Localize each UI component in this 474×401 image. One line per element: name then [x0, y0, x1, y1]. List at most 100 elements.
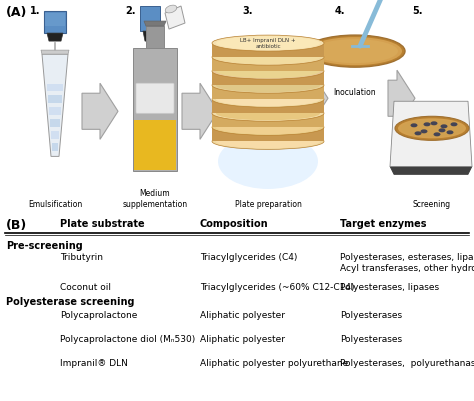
Polygon shape	[212, 71, 324, 85]
Text: 3.: 3.	[242, 6, 253, 16]
Text: Triacylglycerides (C4): Triacylglycerides (C4)	[200, 253, 297, 261]
Ellipse shape	[438, 128, 446, 132]
Ellipse shape	[212, 91, 324, 107]
Text: 5.: 5.	[412, 6, 422, 16]
Text: Aliphatic polyester: Aliphatic polyester	[200, 335, 285, 344]
Ellipse shape	[212, 133, 324, 149]
Ellipse shape	[216, 64, 320, 78]
Ellipse shape	[312, 39, 398, 63]
Text: Emulsification: Emulsification	[28, 200, 82, 209]
Polygon shape	[212, 43, 324, 57]
Ellipse shape	[212, 63, 324, 79]
Text: 2.: 2.	[125, 6, 136, 16]
Polygon shape	[44, 11, 66, 33]
Polygon shape	[42, 54, 68, 156]
Ellipse shape	[212, 77, 324, 93]
Ellipse shape	[165, 5, 177, 13]
Ellipse shape	[398, 118, 466, 138]
Text: Polyesterases: Polyesterases	[340, 311, 402, 320]
Text: Aliphatic polyester polyurethane: Aliphatic polyester polyurethane	[200, 359, 348, 368]
Text: Polyesterase screening: Polyesterase screening	[6, 297, 135, 307]
Text: Polyesterases: Polyesterases	[340, 335, 402, 344]
Polygon shape	[212, 113, 324, 128]
Polygon shape	[298, 70, 328, 126]
Ellipse shape	[401, 120, 463, 137]
Polygon shape	[48, 95, 62, 103]
Polygon shape	[298, 76, 310, 88]
Polygon shape	[52, 144, 58, 152]
Ellipse shape	[216, 106, 320, 120]
Polygon shape	[47, 84, 63, 91]
Text: (B): (B)	[6, 219, 27, 231]
Polygon shape	[146, 26, 164, 48]
Text: Polycaprolactone: Polycaprolactone	[60, 311, 137, 320]
Polygon shape	[390, 166, 472, 174]
Text: Screening: Screening	[413, 200, 451, 209]
Text: LB+ Impranil DLN +
antibiotic: LB+ Impranil DLN + antibiotic	[240, 38, 296, 49]
Text: Inoculation: Inoculation	[334, 88, 376, 97]
Ellipse shape	[395, 116, 469, 140]
Text: Plate preparation: Plate preparation	[235, 200, 301, 209]
Polygon shape	[133, 48, 177, 172]
Polygon shape	[212, 85, 324, 99]
Ellipse shape	[216, 78, 320, 92]
Ellipse shape	[216, 120, 320, 134]
Polygon shape	[212, 57, 324, 71]
Ellipse shape	[450, 122, 457, 126]
Text: Target enzymes: Target enzymes	[340, 219, 427, 229]
Text: Coconut oil: Coconut oil	[60, 283, 111, 292]
Text: Medium
supplementation: Medium supplementation	[122, 189, 188, 209]
Polygon shape	[165, 6, 185, 29]
Ellipse shape	[430, 121, 438, 125]
Polygon shape	[143, 31, 157, 41]
Text: Polyesterases, lipases: Polyesterases, lipases	[340, 283, 439, 292]
Polygon shape	[45, 13, 65, 26]
Text: Triacylglycerides (~60% C12-C14): Triacylglycerides (~60% C12-C14)	[200, 283, 355, 292]
Ellipse shape	[212, 49, 324, 65]
Ellipse shape	[212, 105, 324, 121]
Ellipse shape	[423, 122, 430, 126]
Ellipse shape	[447, 130, 454, 134]
Ellipse shape	[414, 132, 421, 135]
Polygon shape	[212, 99, 324, 113]
Text: Tributyrin: Tributyrin	[60, 253, 103, 261]
Text: Aliphatic polyester: Aliphatic polyester	[200, 311, 285, 320]
Ellipse shape	[420, 129, 428, 133]
Text: Plate substrate: Plate substrate	[60, 219, 145, 229]
Text: 1.: 1.	[30, 6, 40, 16]
Text: Impranil® DLN: Impranil® DLN	[60, 359, 128, 368]
Polygon shape	[50, 119, 60, 128]
Polygon shape	[82, 83, 118, 139]
Polygon shape	[390, 101, 472, 166]
Polygon shape	[41, 50, 69, 54]
Text: Polyesterases, esterases, lipases,
Acyl transferases, other hydrolases: Polyesterases, esterases, lipases, Acyl …	[340, 253, 474, 273]
Ellipse shape	[434, 132, 440, 136]
Ellipse shape	[410, 124, 418, 128]
Text: Polycaprolactone diol (Mₙ530): Polycaprolactone diol (Mₙ530)	[60, 335, 195, 344]
Ellipse shape	[440, 124, 447, 128]
Polygon shape	[182, 83, 218, 139]
Ellipse shape	[212, 119, 324, 135]
Text: 4.: 4.	[335, 6, 346, 16]
Ellipse shape	[216, 50, 320, 64]
Text: Polyesterases,  polyurethanase: Polyesterases, polyurethanase	[340, 359, 474, 368]
Polygon shape	[49, 107, 61, 115]
Text: Pre-screening: Pre-screening	[6, 241, 83, 251]
Polygon shape	[144, 21, 166, 26]
Ellipse shape	[218, 134, 318, 189]
Text: Composition: Composition	[200, 219, 269, 229]
FancyBboxPatch shape	[136, 83, 174, 113]
Polygon shape	[140, 6, 160, 31]
Ellipse shape	[305, 35, 405, 67]
Polygon shape	[51, 132, 59, 139]
Polygon shape	[388, 70, 415, 126]
Ellipse shape	[212, 35, 324, 51]
Ellipse shape	[216, 134, 320, 148]
Text: (A): (A)	[6, 6, 27, 19]
Ellipse shape	[308, 37, 402, 65]
Ellipse shape	[216, 92, 320, 106]
Ellipse shape	[216, 36, 320, 50]
Polygon shape	[212, 128, 324, 141]
Polygon shape	[47, 33, 63, 41]
Polygon shape	[134, 120, 176, 170]
